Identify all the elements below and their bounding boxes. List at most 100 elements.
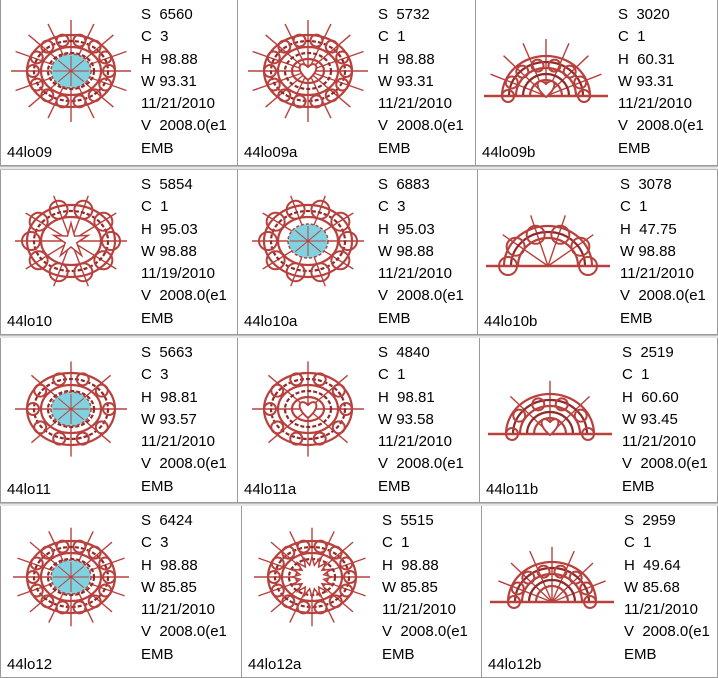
stitch-count: S 3078 bbox=[620, 176, 672, 193]
design-stats: S 2959 C 1 H 49.64 W 85.68 11/21/2010 V 2008.… bbox=[624, 510, 710, 666]
file-format: EMB bbox=[378, 139, 411, 157]
width-value: W 85.85 bbox=[141, 578, 197, 596]
width-value: W 98.88 bbox=[141, 242, 197, 260]
height-value: H 49.64 bbox=[624, 556, 681, 574]
color-count: C 1 bbox=[620, 198, 648, 216]
version-value: V 2008.0(e1 bbox=[141, 455, 227, 473]
version-value: V 2008.0(e1 bbox=[382, 623, 468, 641]
height-value: H 60.60 bbox=[622, 388, 679, 406]
version-value: V 2008.0(e1 bbox=[378, 455, 464, 473]
design-stats: S 6883 C 3 H 95.03 W 98.88 11/21/2010 V 2008.… bbox=[378, 174, 464, 330]
file-format: EMB bbox=[624, 645, 657, 663]
stitch-count: S 4840 bbox=[378, 344, 430, 361]
file-format: EMB bbox=[141, 139, 174, 157]
design-tile[interactable]: 44lo12a S 5515 C 1 H 98.88 W 85.85 11/21/2010… bbox=[242, 506, 482, 678]
design-tile[interactable]: 44lo10a S 6883 C 3 H 95.03 W 98.88 11/21/2010… bbox=[238, 170, 478, 335]
design-tile[interactable]: 44lo12b S 2959 C 1 H 49.64 W 85.68 11/21/2010… bbox=[482, 506, 718, 678]
design-filename: 44lo11 bbox=[7, 481, 51, 498]
design-tile[interactable]: 44lo09 S 6560 C 3 H 98.88 W 93.31 11/21/2010 V… bbox=[0, 0, 238, 166]
embroidery-preview-image bbox=[13, 527, 129, 627]
width-value: W 85.85 bbox=[382, 578, 438, 596]
version-value: V 2008.0(e1 bbox=[378, 287, 464, 305]
height-value: H 47.75 bbox=[620, 220, 677, 238]
design-filename: 44lo10 bbox=[7, 313, 53, 330]
design-row: 44lo10 S 5854 C 1 H 95.03 W 98.88 11/19/2010 V… bbox=[0, 170, 718, 335]
color-count: C 1 bbox=[141, 198, 169, 216]
color-count: C 1 bbox=[622, 366, 650, 384]
design-tile[interactable]: 44lo12 S 6424 C 3 H 98.88 W 85.85 11/21/2010 V… bbox=[0, 506, 242, 678]
design-stats: S 3020 C 1 H 60.31 W 93.31 11/21/2010 V 2008.… bbox=[618, 4, 704, 160]
stitch-count: S 6424 bbox=[141, 512, 193, 529]
design-row: 44lo12 S 6424 C 3 H 98.88 W 85.85 11/21/2010 V… bbox=[0, 506, 718, 678]
file-format: EMB bbox=[378, 309, 411, 327]
modified-date: 11/21/2010 bbox=[378, 433, 452, 451]
height-value: H 95.03 bbox=[378, 220, 435, 238]
height-value: H 98.88 bbox=[141, 50, 198, 68]
stitch-count: S 5854 bbox=[141, 176, 193, 193]
width-value: W 98.88 bbox=[620, 242, 676, 260]
modified-date: 11/21/2010 bbox=[141, 95, 215, 113]
width-value: W 98.88 bbox=[378, 242, 434, 260]
design-filename: 44lo10a bbox=[244, 313, 298, 330]
version-value: V 2008.0(e1 bbox=[378, 117, 464, 135]
design-stats: S 6424 C 3 H 98.88 W 85.85 11/21/2010 V 2008.… bbox=[141, 510, 227, 666]
width-value: W 93.31 bbox=[378, 72, 434, 90]
design-tile[interactable]: 44lo09b S 3020 C 1 H 60.31 W 93.31 11/21/2010… bbox=[476, 0, 718, 166]
design-tile[interactable]: 44lo11b S 2519 C 1 H 60.60 W 93.45 11/21/2010… bbox=[480, 338, 718, 503]
color-count: C 3 bbox=[141, 534, 169, 552]
design-filename: 44lo10b bbox=[484, 313, 538, 330]
modified-date: 11/21/2010 bbox=[622, 433, 696, 451]
embroidery-preview-image bbox=[15, 195, 127, 287]
file-format: EMB bbox=[141, 645, 174, 663]
version-value: V 2008.0(e1 bbox=[618, 117, 704, 135]
width-value: W 93.45 bbox=[622, 410, 678, 428]
stitch-count: S 5732 bbox=[378, 6, 430, 23]
design-filename: 44lo11b bbox=[486, 481, 539, 498]
modified-date: 11/21/2010 bbox=[618, 95, 692, 113]
design-tile[interactable]: 44lo11a S 4840 C 1 H 98.81 W 93.58 11/21/2010… bbox=[238, 338, 480, 503]
design-tile[interactable]: 44lo10b S 3078 C 1 H 47.75 W 98.88 11/21/2010… bbox=[478, 170, 718, 335]
color-count: C 3 bbox=[141, 28, 169, 46]
modified-date: 11/21/2010 bbox=[141, 433, 215, 451]
embroidery-preview-image bbox=[11, 20, 131, 122]
file-format: EMB bbox=[382, 645, 415, 663]
file-format: EMB bbox=[378, 477, 411, 495]
design-filename: 44lo09 bbox=[7, 144, 53, 161]
embroidery-preview-image bbox=[252, 195, 364, 287]
design-stats: S 5732 C 1 H 98.88 W 93.31 11/21/2010 V 2008.… bbox=[378, 4, 464, 160]
design-row: 44lo09 S 6560 C 3 H 98.88 W 93.31 11/21/2010 V… bbox=[0, 0, 718, 166]
modified-date: 11/21/2010 bbox=[378, 265, 452, 283]
width-value: W 93.31 bbox=[618, 72, 674, 90]
width-value: W 85.68 bbox=[624, 578, 680, 596]
embroidery-preview-image bbox=[486, 215, 610, 276]
design-tile[interactable]: 44lo09a S 5732 C 1 H 98.88 W 93.31 11/21/2010… bbox=[238, 0, 476, 166]
color-count: C 1 bbox=[618, 28, 646, 46]
design-tile[interactable]: 44lo11 S 5663 C 3 H 98.81 W 93.57 11/21/2010 V… bbox=[0, 338, 238, 503]
design-tile[interactable]: 44lo10 S 5854 C 1 H 95.03 W 98.88 11/19/2010 V… bbox=[0, 170, 238, 335]
row-separator bbox=[0, 166, 718, 170]
width-value: W 93.58 bbox=[378, 410, 434, 428]
design-filename: 44lo12b bbox=[488, 656, 542, 673]
stitch-count: S 6560 bbox=[141, 6, 193, 23]
color-count: C 1 bbox=[382, 534, 410, 552]
color-count: C 3 bbox=[378, 198, 406, 216]
design-stats: S 5663 C 3 H 98.81 W 93.57 11/21/2010 V 2008.… bbox=[141, 342, 227, 498]
embroidery-preview-image bbox=[254, 527, 370, 627]
stitch-count: S 5515 bbox=[382, 512, 434, 529]
stitch-count: S 2959 bbox=[624, 512, 676, 529]
design-stats: S 4840 C 1 H 98.81 W 93.58 11/21/2010 V 2008.… bbox=[378, 342, 464, 498]
modified-date: 11/21/2010 bbox=[382, 601, 456, 619]
design-stats: S 3078 C 1 H 47.75 W 98.88 11/21/2010 V 2008.… bbox=[620, 174, 706, 330]
version-value: V 2008.0(e1 bbox=[624, 623, 710, 641]
modified-date: 11/21/2010 bbox=[378, 95, 452, 113]
file-format: EMB bbox=[622, 477, 655, 495]
design-filename: 44lo09a bbox=[244, 144, 298, 161]
embroidery-preview-image bbox=[490, 546, 614, 609]
design-filename: 44lo12a bbox=[248, 656, 302, 673]
file-format: EMB bbox=[141, 309, 174, 327]
modified-date: 11/21/2010 bbox=[624, 601, 698, 619]
embroidery-preview-image bbox=[15, 361, 127, 457]
embroidery-preview-image bbox=[252, 361, 364, 457]
design-stats: S 6560 C 3 H 98.88 W 93.31 11/21/2010 V 2008.… bbox=[141, 4, 227, 160]
